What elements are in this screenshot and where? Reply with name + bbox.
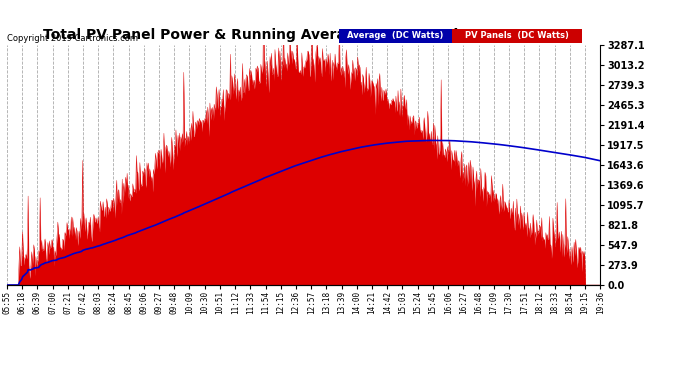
Text: Copyright 2019 Cartronics.com: Copyright 2019 Cartronics.com bbox=[7, 34, 138, 43]
Title: Total PV Panel Power & Running Average Power Wed Apr 24 19:45: Total PV Panel Power & Running Average P… bbox=[43, 28, 564, 42]
Text: PV Panels  (DC Watts): PV Panels (DC Watts) bbox=[465, 31, 569, 40]
FancyBboxPatch shape bbox=[452, 28, 582, 43]
Text: Average  (DC Watts): Average (DC Watts) bbox=[347, 31, 444, 40]
FancyBboxPatch shape bbox=[339, 28, 452, 43]
